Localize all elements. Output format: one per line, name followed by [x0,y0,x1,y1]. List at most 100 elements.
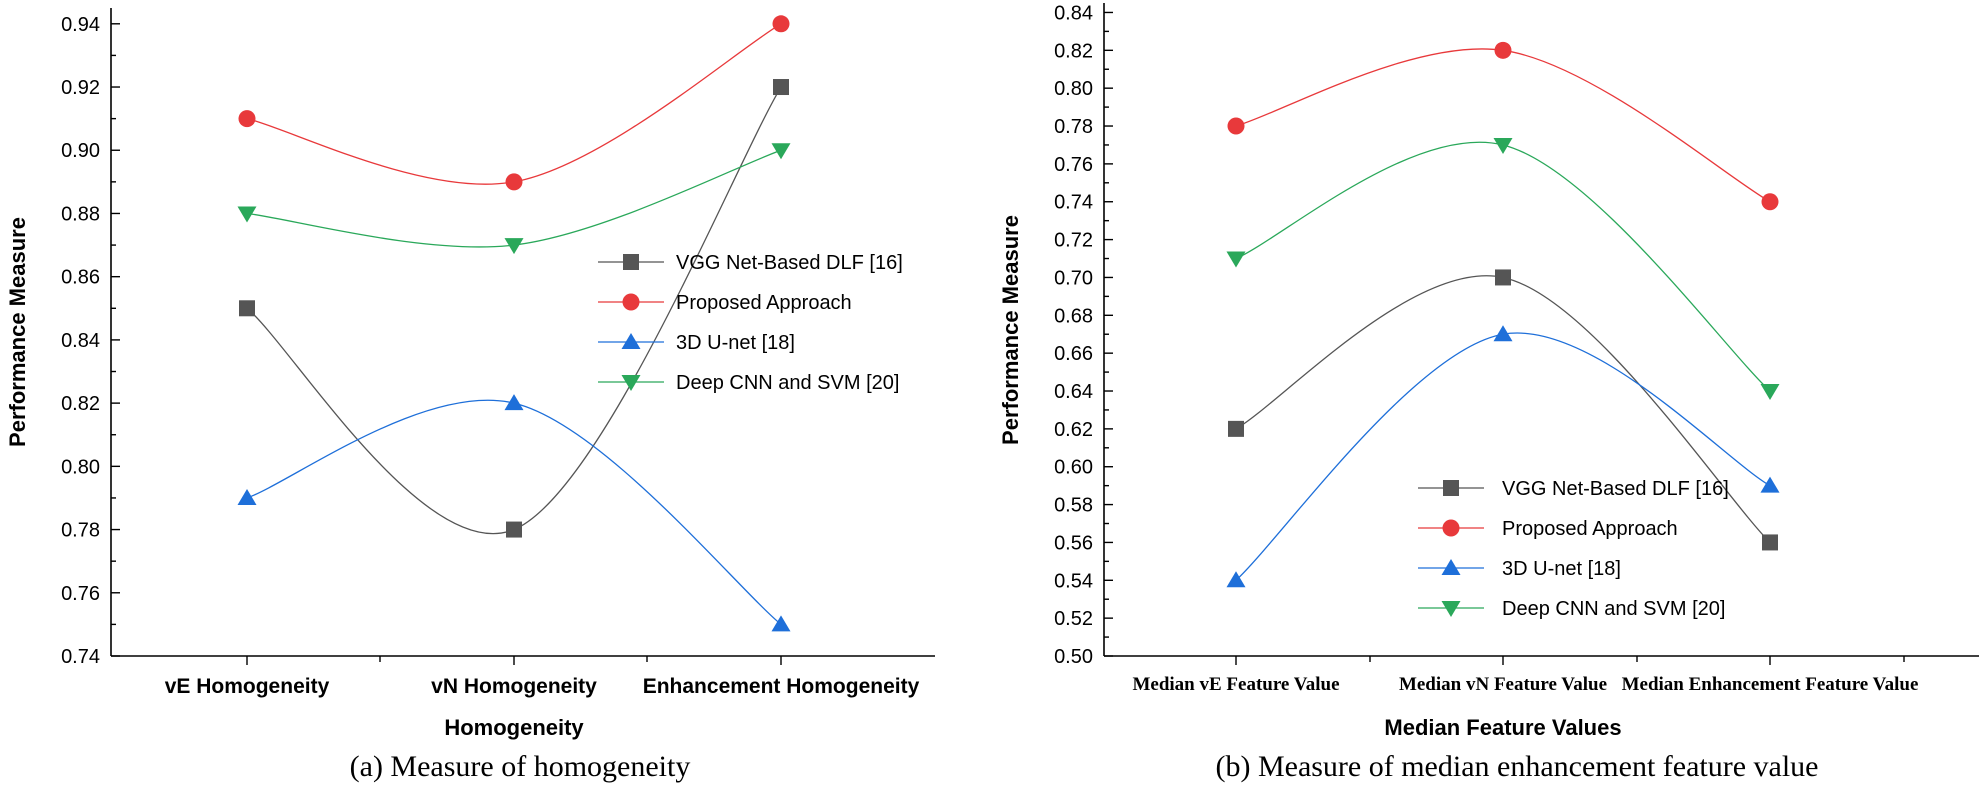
legend-marker [1443,480,1459,496]
y-axis-title: Performance Measure [5,217,30,447]
legend-marker [1441,559,1461,575]
y-tick-label: 0.88 [61,203,100,225]
y-tick-label: 0.80 [1054,78,1093,100]
y-tick-label: 0.78 [1054,116,1093,138]
y-tick-label: 0.56 [1054,532,1093,554]
legend-label: 3D U-net [18] [676,332,795,354]
data-point [1226,571,1246,588]
series-line [1235,332,1771,581]
x-axis-title: Homogeneity [444,715,584,740]
data-point [771,615,791,632]
legend-item-proposed-approach: Proposed Approach [1418,518,1678,540]
legend-marker [621,375,641,391]
y-tick-label: 0.62 [1054,419,1093,441]
data-point [237,488,257,505]
data-point [1760,384,1780,401]
data-point [772,15,790,33]
legend: VGG Net-Based DLF [16] Proposed Approach 3… [598,252,903,394]
legend-label: Proposed Approach [1502,518,1678,540]
y-tick-label: 0.74 [1054,192,1093,214]
legend-marker [1441,601,1461,617]
series-proposed-approach [1227,41,1779,211]
x-tick-label: Median Enhancement Feature Value [1622,674,1919,695]
legend-marker [1442,519,1460,537]
y-tick-label: 0.90 [61,140,100,162]
legend-marker [622,293,640,311]
figure-caption: (b) Measure of median enhancement featur… [1215,750,1818,783]
series-line [1235,275,1771,543]
x-tick-label: vN Homogeneity [431,675,597,698]
data-point [1226,251,1246,268]
y-tick-label: 0.76 [61,583,100,605]
series-3d-u-net-18 [1226,325,1780,588]
y-tick-label: 0.58 [1054,495,1093,517]
chart-median-feature-value: 0.50 0.52 0.54 0.56 0.58 0.60 0.62 0.64 0.66 0.68… [998,2,1979,783]
y-tick-label: 0.60 [1054,457,1093,479]
series-line [1235,141,1771,392]
y-tick-label: 0.86 [61,267,100,289]
legend-item-proposed-approach: Proposed Approach [598,292,852,314]
y-tick-label: 0.66 [1054,343,1093,365]
legend-item-deep-cnn-and-svm-20: Deep CNN and SVM [20] [1418,598,1725,620]
y-tick-label: 0.76 [1054,154,1093,176]
legend-label: 3D U-net [18] [1502,558,1621,580]
data-point [238,110,256,128]
y-tick-label: 0.68 [1054,305,1093,327]
data-point [1493,325,1513,342]
y-tick-label: 0.84 [1054,2,1093,24]
data-point [771,143,791,160]
y-axis-title: Performance Measure [998,215,1023,445]
data-point [773,79,789,96]
legend-item-3d-u-net-18: 3D U-net [18] [1418,558,1621,580]
data-point [505,173,523,191]
y-tick-label: 0.82 [1054,40,1093,62]
x-tick-label: Median vE Feature Value [1132,674,1339,695]
y-tick-label: 0.80 [61,456,100,478]
legend-item-3d-u-net-18: 3D U-net [18] [598,332,795,354]
y-tick-label: 0.92 [61,77,100,99]
data-point [1228,420,1244,437]
y-tick-label: 0.54 [1054,570,1093,592]
series-deep-cnn-and-svm-20 [237,143,791,255]
data-point [237,206,257,223]
legend-marker [621,333,641,349]
x-tick-label: Median vN Feature Value [1399,674,1607,695]
series-deep-cnn-and-svm-20 [1226,137,1780,401]
series-line [246,23,782,185]
y-tick-label: 0.74 [61,646,100,668]
legend: VGG Net-Based DLF [16] Proposed Approach 3… [1418,478,1729,620]
data-point [504,238,524,255]
data-point [1493,137,1513,154]
y-tick-label: 0.82 [61,393,100,415]
series-3d-u-net-18 [237,394,791,632]
x-tick-label: vE Homogeneity [165,675,330,698]
series-proposed-approach [238,15,790,191]
y-tick-label: 0.50 [1054,646,1093,668]
y-tick-label: 0.84 [61,330,100,352]
data-point [1760,476,1780,493]
legend-label: Proposed Approach [676,292,852,314]
figure-caption: (a) Measure of homogeneity [350,750,691,783]
data-point [1762,534,1778,551]
legend-label: Deep CNN and SVM [20] [1502,598,1725,620]
y-tick-label: 0.72 [1054,230,1093,252]
data-point [504,394,524,411]
x-tick-label: Enhancement Homogeneity [643,675,920,698]
y-tick-label: 0.70 [1054,267,1093,289]
data-point [239,300,255,317]
y-tick-label: 0.78 [61,520,100,542]
data-point [1495,269,1511,286]
series-line [246,149,782,248]
data-point [1494,41,1512,59]
data-point [506,521,522,538]
legend-item-vgg-net-based-dlf-16: VGG Net-Based DLF [16] [1418,478,1729,500]
legend-item-vgg-net-based-dlf-16: VGG Net-Based DLF [16] [598,252,903,274]
x-axis-title: Median Feature Values [1384,715,1621,740]
legend-label: VGG Net-Based DLF [16] [676,252,903,274]
chart-homogeneity: 0.74 0.76 0.78 0.80 0.82 0.84 0.86 0.88 0.90 0.92… [5,8,935,783]
legend-item-deep-cnn-and-svm-20: Deep CNN and SVM [20] [598,372,899,394]
data-point [1227,117,1245,135]
data-point [1761,193,1779,211]
series-vgg-net-based-dlf-16 [1228,269,1778,551]
